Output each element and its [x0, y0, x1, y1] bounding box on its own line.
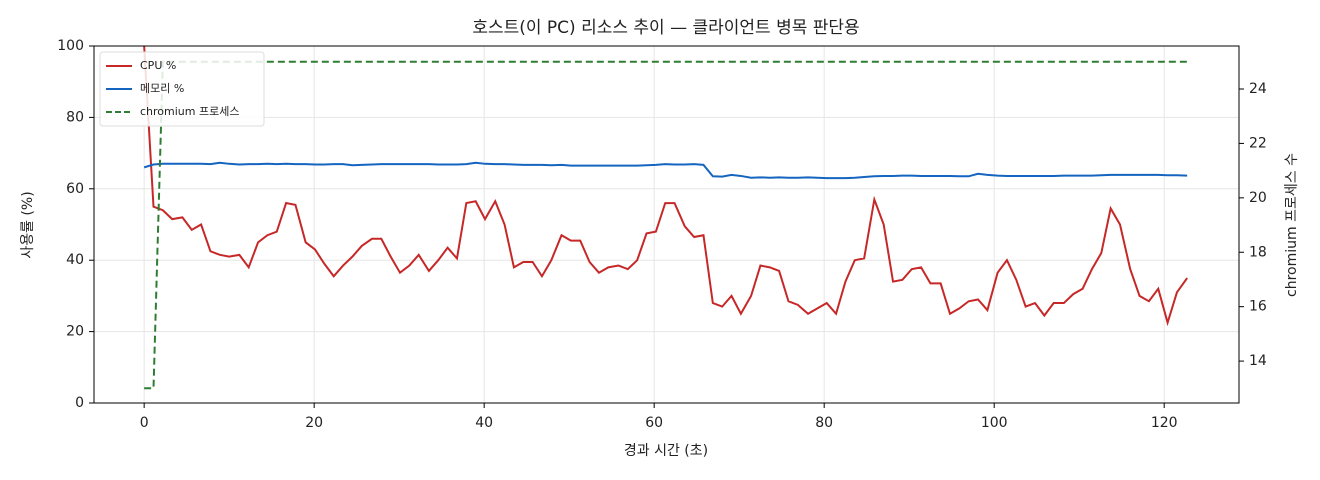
y2-axis-label: chromium 프로세스 수 — [1284, 153, 1300, 297]
y2-tick-label: 18 — [1249, 244, 1267, 260]
y2-tick-label: 16 — [1249, 299, 1267, 315]
legend-box — [99, 51, 265, 127]
data-line — [143, 45, 1188, 327]
legend-label: chromium 프로세스 — [140, 105, 239, 118]
chart-title: 호스트(이 PC) 리소스 추이 — 클라이언트 병목 판단용 — [472, 18, 859, 38]
x-tick-label: 80 — [815, 415, 833, 431]
y-tick-label: 0 — [75, 395, 84, 411]
y-tick-label: 40 — [66, 252, 84, 268]
legend-label: CPU % — [140, 59, 176, 72]
x-tick-label: 100 — [981, 415, 1008, 431]
y2-tick-label: 24 — [1249, 81, 1267, 97]
x-tick-label: 40 — [475, 415, 493, 431]
x-axis-label: 경과 시간 (초) — [624, 443, 708, 459]
plot-frame — [93, 45, 1240, 404]
y-tick-label: 80 — [66, 109, 84, 125]
x-tick-label: 120 — [1151, 415, 1178, 431]
x-tick-label: 20 — [305, 415, 323, 431]
x-tick-label: 60 — [645, 415, 663, 431]
x-tick-label: 0 — [140, 415, 149, 431]
y-tick-label: 100 — [57, 38, 84, 54]
data-line — [144, 60, 1188, 390]
legend-label: 메모리 % — [140, 82, 184, 95]
y2-tick-label: 14 — [1249, 353, 1267, 369]
data-line — [143, 161, 1188, 180]
y-axis-label: 사용률 (%) — [20, 191, 36, 258]
y2-tick-label: 20 — [1249, 190, 1267, 206]
y2-tick-label: 22 — [1249, 135, 1267, 151]
y-tick-label: 60 — [66, 181, 84, 197]
y-tick-label: 20 — [66, 324, 84, 340]
